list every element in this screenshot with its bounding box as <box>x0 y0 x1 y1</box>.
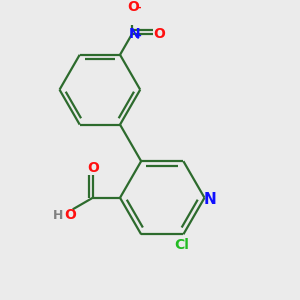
Text: N: N <box>129 26 140 40</box>
Text: N: N <box>204 192 217 207</box>
Text: +: + <box>134 31 142 41</box>
Text: O: O <box>64 208 76 222</box>
Text: O: O <box>153 26 165 40</box>
Text: H: H <box>53 209 64 222</box>
Text: O: O <box>128 0 140 14</box>
Text: O: O <box>87 161 99 175</box>
Text: Cl: Cl <box>175 238 190 252</box>
Text: -: - <box>136 3 141 13</box>
